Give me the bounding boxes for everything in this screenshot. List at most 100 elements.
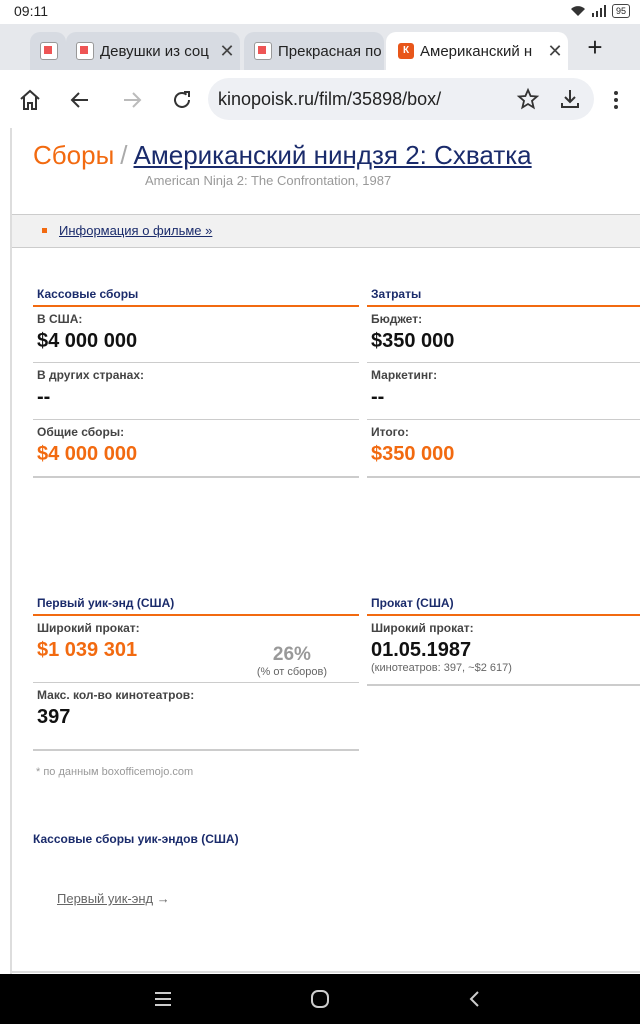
first-weekend-link-text[interactable]: Первый уик-энд bbox=[57, 891, 154, 906]
kinopoisk-favicon-icon bbox=[254, 42, 272, 60]
reload-button[interactable] bbox=[168, 86, 196, 114]
bookmark-button[interactable] bbox=[514, 85, 542, 113]
home-button[interactable] bbox=[16, 86, 44, 114]
back-nav-button[interactable] bbox=[462, 986, 488, 1012]
browser-toolbar: kinopoisk.ru/film/35898/box/ bbox=[0, 70, 640, 128]
source-footnote: * по данным boxofficemojo.com bbox=[36, 766, 194, 778]
tab-title: Девушки из соц bbox=[100, 42, 209, 60]
tab-3[interactable]: Прекрасная по bbox=[244, 32, 384, 70]
block-title: Прокат (США) bbox=[371, 596, 454, 610]
theaters-value: 397 bbox=[37, 706, 71, 728]
info-bar: Информация о фильме » bbox=[12, 214, 640, 248]
status-icons: 95 bbox=[570, 4, 630, 18]
menu-icon bbox=[155, 992, 171, 1006]
breadcrumb-separator: / bbox=[120, 140, 128, 170]
costs-block: Затраты Бюджет: $350 000 Маркетинг: -- И… bbox=[367, 283, 640, 478]
budget-label: Бюджет: bbox=[371, 312, 423, 326]
percent-value: 26% bbox=[272, 644, 311, 665]
home-circle-icon bbox=[311, 990, 329, 1008]
status-time: 09:11 bbox=[14, 3, 48, 19]
divider bbox=[33, 305, 359, 307]
budget-row: Бюджет: $350 000 bbox=[367, 307, 640, 363]
other-countries-row: В других странах: -- bbox=[33, 363, 359, 420]
tab-active[interactable]: К Американский н ✕ bbox=[386, 32, 568, 70]
costs-total-row: Итого: $350 000 bbox=[367, 420, 640, 478]
download-icon bbox=[561, 90, 579, 108]
percent-caption: (% от сборов) bbox=[256, 666, 327, 678]
menu-button[interactable] bbox=[602, 86, 630, 114]
box-office-block: Кассовые сборы В США: $4 000 000 В други… bbox=[33, 283, 359, 478]
download-button[interactable] bbox=[556, 85, 584, 113]
usa-label: В США: bbox=[37, 312, 83, 326]
kinopoisk-favicon-icon bbox=[40, 42, 58, 60]
home-nav-button[interactable] bbox=[307, 986, 333, 1012]
first-weekend-block: Первый уик-энд (США) Широкий прокат: $1 … bbox=[33, 592, 359, 751]
tab-2[interactable]: Девушки из соц ✕ bbox=[66, 32, 240, 70]
theaters-row: Макс. кол-во кинотеатров: 397 bbox=[33, 683, 359, 751]
divider bbox=[33, 614, 359, 616]
system-nav-bar bbox=[0, 974, 640, 1024]
tab-title: Американский н bbox=[420, 42, 533, 60]
star-icon bbox=[516, 87, 540, 110]
release-note: (кинотеатров: 397, ~$2 617) bbox=[371, 662, 512, 674]
page-title: Сборы / Американский ниндзя 2: Схватка bbox=[33, 140, 532, 171]
theaters-label: Макс. кол-во кинотеатров: bbox=[37, 688, 195, 702]
costs-total-label: Итого: bbox=[371, 425, 409, 439]
bullet-icon bbox=[42, 228, 47, 233]
divider bbox=[367, 614, 640, 616]
battery-icon: 95 bbox=[611, 4, 630, 18]
signal-icon bbox=[591, 5, 606, 17]
tab-strip: Девушки из соц ✕ Прекрасная по К Америка… bbox=[0, 24, 640, 70]
close-icon[interactable]: ✕ bbox=[219, 40, 235, 61]
film-original-title: American Ninja 2: The Confrontation, 198… bbox=[145, 173, 392, 188]
costs-total-value: $350 000 bbox=[371, 443, 455, 465]
usa-row: В США: $4 000 000 bbox=[33, 307, 359, 363]
page-divider bbox=[12, 971, 640, 973]
release-label: Широкий прокат: bbox=[371, 621, 474, 635]
home-icon bbox=[20, 89, 40, 110]
more-vert-icon bbox=[614, 91, 618, 109]
release-row: Широкий прокат: 01.05.1987 (кинотеатров:… bbox=[367, 616, 640, 686]
back-chevron-icon bbox=[469, 991, 479, 1007]
new-tab-button[interactable]: + bbox=[587, 32, 603, 62]
web-page: Сборы / Американский ниндзя 2: Схватка Ame… bbox=[0, 128, 640, 974]
wide-release-label: Широкий прокат: bbox=[37, 621, 140, 635]
recents-button[interactable] bbox=[150, 986, 176, 1012]
kinopoisk-favicon-icon bbox=[76, 42, 94, 60]
film-title-link[interactable]: Американский ниндзя 2: Схватка bbox=[133, 140, 532, 170]
release-date: 01.05.1987 bbox=[371, 639, 472, 661]
wide-release-row: Широкий прокат: $1 039 301 26% (% от сбо… bbox=[33, 616, 359, 683]
total-label: Общие сборы: bbox=[37, 425, 125, 439]
percent-box: 26% (% от сборов) bbox=[257, 644, 327, 678]
release-block: Прокат (США) Широкий прокат: 01.05.1987 … bbox=[367, 592, 640, 686]
forward-button[interactable] bbox=[118, 86, 146, 114]
first-weekend-link[interactable]: Первый уик-энд → bbox=[57, 891, 170, 906]
marketing-label: Маркетинг: bbox=[371, 368, 438, 382]
forward-arrow-icon bbox=[124, 92, 142, 108]
wifi-icon bbox=[570, 6, 585, 16]
back-button[interactable] bbox=[66, 86, 94, 114]
tab-title: Прекрасная по bbox=[278, 42, 382, 60]
film-info-link[interactable]: Информация о фильме » bbox=[59, 223, 213, 238]
marketing-row: Маркетинг: -- bbox=[367, 363, 640, 420]
tab-1[interactable] bbox=[30, 32, 66, 70]
wide-release-value: $1 039 301 bbox=[37, 639, 138, 661]
status-bar: 09:11 95 bbox=[0, 0, 640, 24]
kinopoisk-logo-icon: К bbox=[398, 43, 414, 59]
budget-value: $350 000 bbox=[371, 330, 455, 352]
close-icon[interactable]: ✕ bbox=[547, 40, 563, 61]
reload-icon bbox=[174, 91, 190, 108]
url-text: kinopoisk.ru/film/35898/box/ bbox=[218, 89, 442, 109]
divider bbox=[367, 305, 640, 307]
other-countries-label: В других странах: bbox=[37, 368, 144, 382]
marketing-value: -- bbox=[371, 386, 385, 408]
section-title: Сборы bbox=[33, 140, 115, 170]
page-border bbox=[10, 128, 12, 974]
block-title: Кассовые сборы bbox=[37, 287, 139, 301]
usa-value: $4 000 000 bbox=[37, 330, 138, 352]
back-arrow-icon bbox=[70, 92, 88, 108]
block-title: Затраты bbox=[371, 287, 422, 301]
block-title: Первый уик-энд (США) bbox=[37, 596, 175, 610]
address-bar[interactable]: kinopoisk.ru/film/35898/box/ bbox=[208, 78, 594, 120]
total-value: $4 000 000 bbox=[37, 443, 138, 465]
